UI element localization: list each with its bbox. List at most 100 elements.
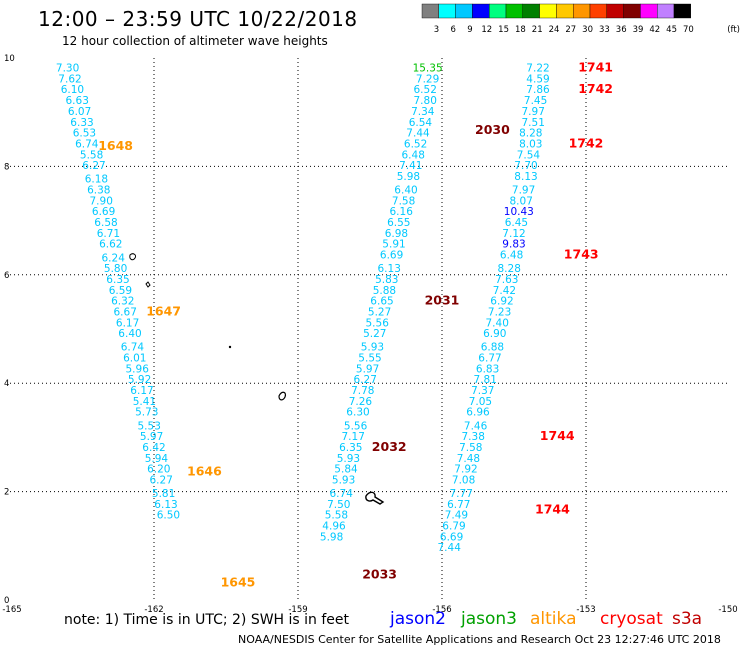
wave-height-value: 7.49: [445, 510, 468, 522]
wave-height-value: 7.08: [452, 474, 475, 486]
wave-height-value: 6.63: [66, 95, 89, 107]
wave-height-value: 7.92: [454, 464, 477, 476]
wave-height-value: 6.69: [380, 250, 403, 262]
wave-height-value: 5.41: [133, 396, 156, 408]
pass-time-label: 2033: [362, 566, 397, 581]
wave-height-value: 6.27: [82, 160, 105, 172]
wave-height-value: 7.37: [471, 385, 494, 397]
wave-height-value: 5.94: [145, 453, 169, 465]
wave-height-value: 6.48: [500, 250, 523, 262]
wave-height-value: 5.58: [325, 510, 348, 522]
wave-height-value: 7.41: [399, 160, 422, 172]
legend-altika: altika: [530, 609, 577, 629]
wave-height-value: 6.13: [154, 499, 177, 511]
wave-height-value: 7.51: [522, 117, 545, 129]
wave-height-value: 6.71: [97, 228, 120, 240]
wave-height-value: 8.03: [519, 138, 542, 150]
wave-height-value: 6.69: [92, 206, 115, 218]
wave-height-value: 6.54: [409, 117, 433, 129]
scale-label: 12: [481, 25, 492, 35]
wave-height-value: 7.38: [462, 431, 485, 443]
x-tick-label: -150: [718, 605, 737, 615]
wave-height-value: 7.26: [349, 396, 373, 408]
pass-time-label: 2032: [372, 439, 407, 454]
wave-height-value: 6.67: [114, 306, 137, 318]
legend-cryosat: cryosat: [600, 609, 663, 629]
scale-label: 24: [549, 25, 560, 35]
wave-height-value: 7.54: [517, 149, 541, 161]
scale-label: 33: [599, 25, 610, 35]
wave-height-value: 7.80: [414, 95, 437, 107]
pass-time-label: 2031: [425, 293, 460, 308]
wave-height-value: 6.20: [147, 464, 170, 476]
wave-height-value: 5.56: [344, 420, 368, 432]
wave-height-value: 7.62: [58, 73, 81, 85]
wave-height-value: 7.44: [438, 542, 462, 554]
y-tick-label: 2: [4, 488, 9, 498]
wave-height-value: 6.74: [121, 342, 145, 354]
wave-height-value: 6.50: [157, 510, 180, 522]
wave-height-value: 7.30: [56, 63, 79, 75]
pass-time-label: 1744: [540, 428, 575, 443]
island-outline: [278, 391, 287, 401]
wave-height-value: 6.24: [102, 252, 126, 264]
y-tick-label: 8: [4, 162, 9, 172]
wave-height-value: 6.52: [404, 138, 427, 150]
wave-height-value: 7.44: [406, 128, 430, 140]
island-outline: [365, 491, 385, 505]
pass-time-label: 1742: [578, 81, 613, 96]
island-outline: [228, 345, 232, 349]
wave-height-value: 7.63: [495, 274, 518, 286]
wave-height-value: 5.97: [140, 431, 163, 443]
wave-height-value: 15.35: [413, 63, 443, 75]
wave-height-value: 6.45: [505, 217, 528, 229]
wave-height-value: 6.83: [476, 363, 499, 375]
pass-time-label: 1741: [578, 60, 613, 75]
scale-label: 39: [633, 25, 644, 35]
y-tick-label: 0: [4, 596, 9, 606]
wave-height-value: 7.29: [416, 73, 439, 85]
scale-label: 6: [450, 25, 455, 35]
wave-height-value: 6.52: [414, 84, 437, 96]
wave-height-value: 7.40: [486, 317, 509, 329]
x-tick-label: -165: [2, 605, 21, 615]
wave-height-value: 7.70: [514, 160, 537, 172]
x-tick-label: -159: [288, 605, 307, 615]
wave-height-value: 6.10: [61, 84, 84, 96]
pass-time-label: 1648: [98, 138, 133, 153]
wave-height-value: 6.90: [483, 328, 506, 340]
wave-height-value: 8.13: [514, 171, 537, 183]
wave-height-value: 5.93: [332, 474, 355, 486]
wave-height-value: 6.58: [94, 217, 117, 229]
wave-height-value: 6.27: [150, 474, 173, 486]
wave-height-value: 7.77: [450, 488, 473, 500]
scale-label: 36: [616, 25, 627, 35]
x-tick-label: -162: [144, 605, 163, 615]
wave-height-value: 5.73: [135, 407, 158, 419]
scale-label: 18: [515, 25, 526, 35]
wave-height-value: 6.27: [354, 374, 377, 386]
scale-label: 9: [467, 25, 472, 35]
wave-height-value: 6.42: [142, 442, 165, 454]
wave-height-value: 6.01: [123, 353, 146, 365]
scale-swatch: [673, 3, 691, 19]
wave-height-value: 7.17: [342, 431, 365, 443]
legend-jason2: jason2: [390, 609, 446, 629]
y-tick-label: 4: [4, 379, 9, 389]
wave-height-value: 7.97: [522, 106, 545, 118]
wave-height-value: 5.91: [382, 239, 405, 251]
wave-height-value: 5.27: [368, 306, 391, 318]
pass-time-label: 1742: [569, 135, 604, 150]
scale-label: 45: [666, 25, 677, 35]
wave-height-value: 6.74: [75, 138, 99, 150]
wave-height-value: 5.92: [128, 374, 151, 386]
wave-height-value: 7.90: [90, 195, 113, 207]
scale-label: 30: [582, 25, 593, 35]
wave-height-value: 8.28: [519, 128, 542, 140]
wave-height-value: 6.16: [390, 206, 414, 218]
wave-height-value: 9.83: [502, 239, 525, 251]
wave-height-value: 7.48: [457, 453, 480, 465]
pass-time-label: 1744: [535, 501, 570, 516]
wave-height-value: 6.32: [111, 296, 134, 308]
